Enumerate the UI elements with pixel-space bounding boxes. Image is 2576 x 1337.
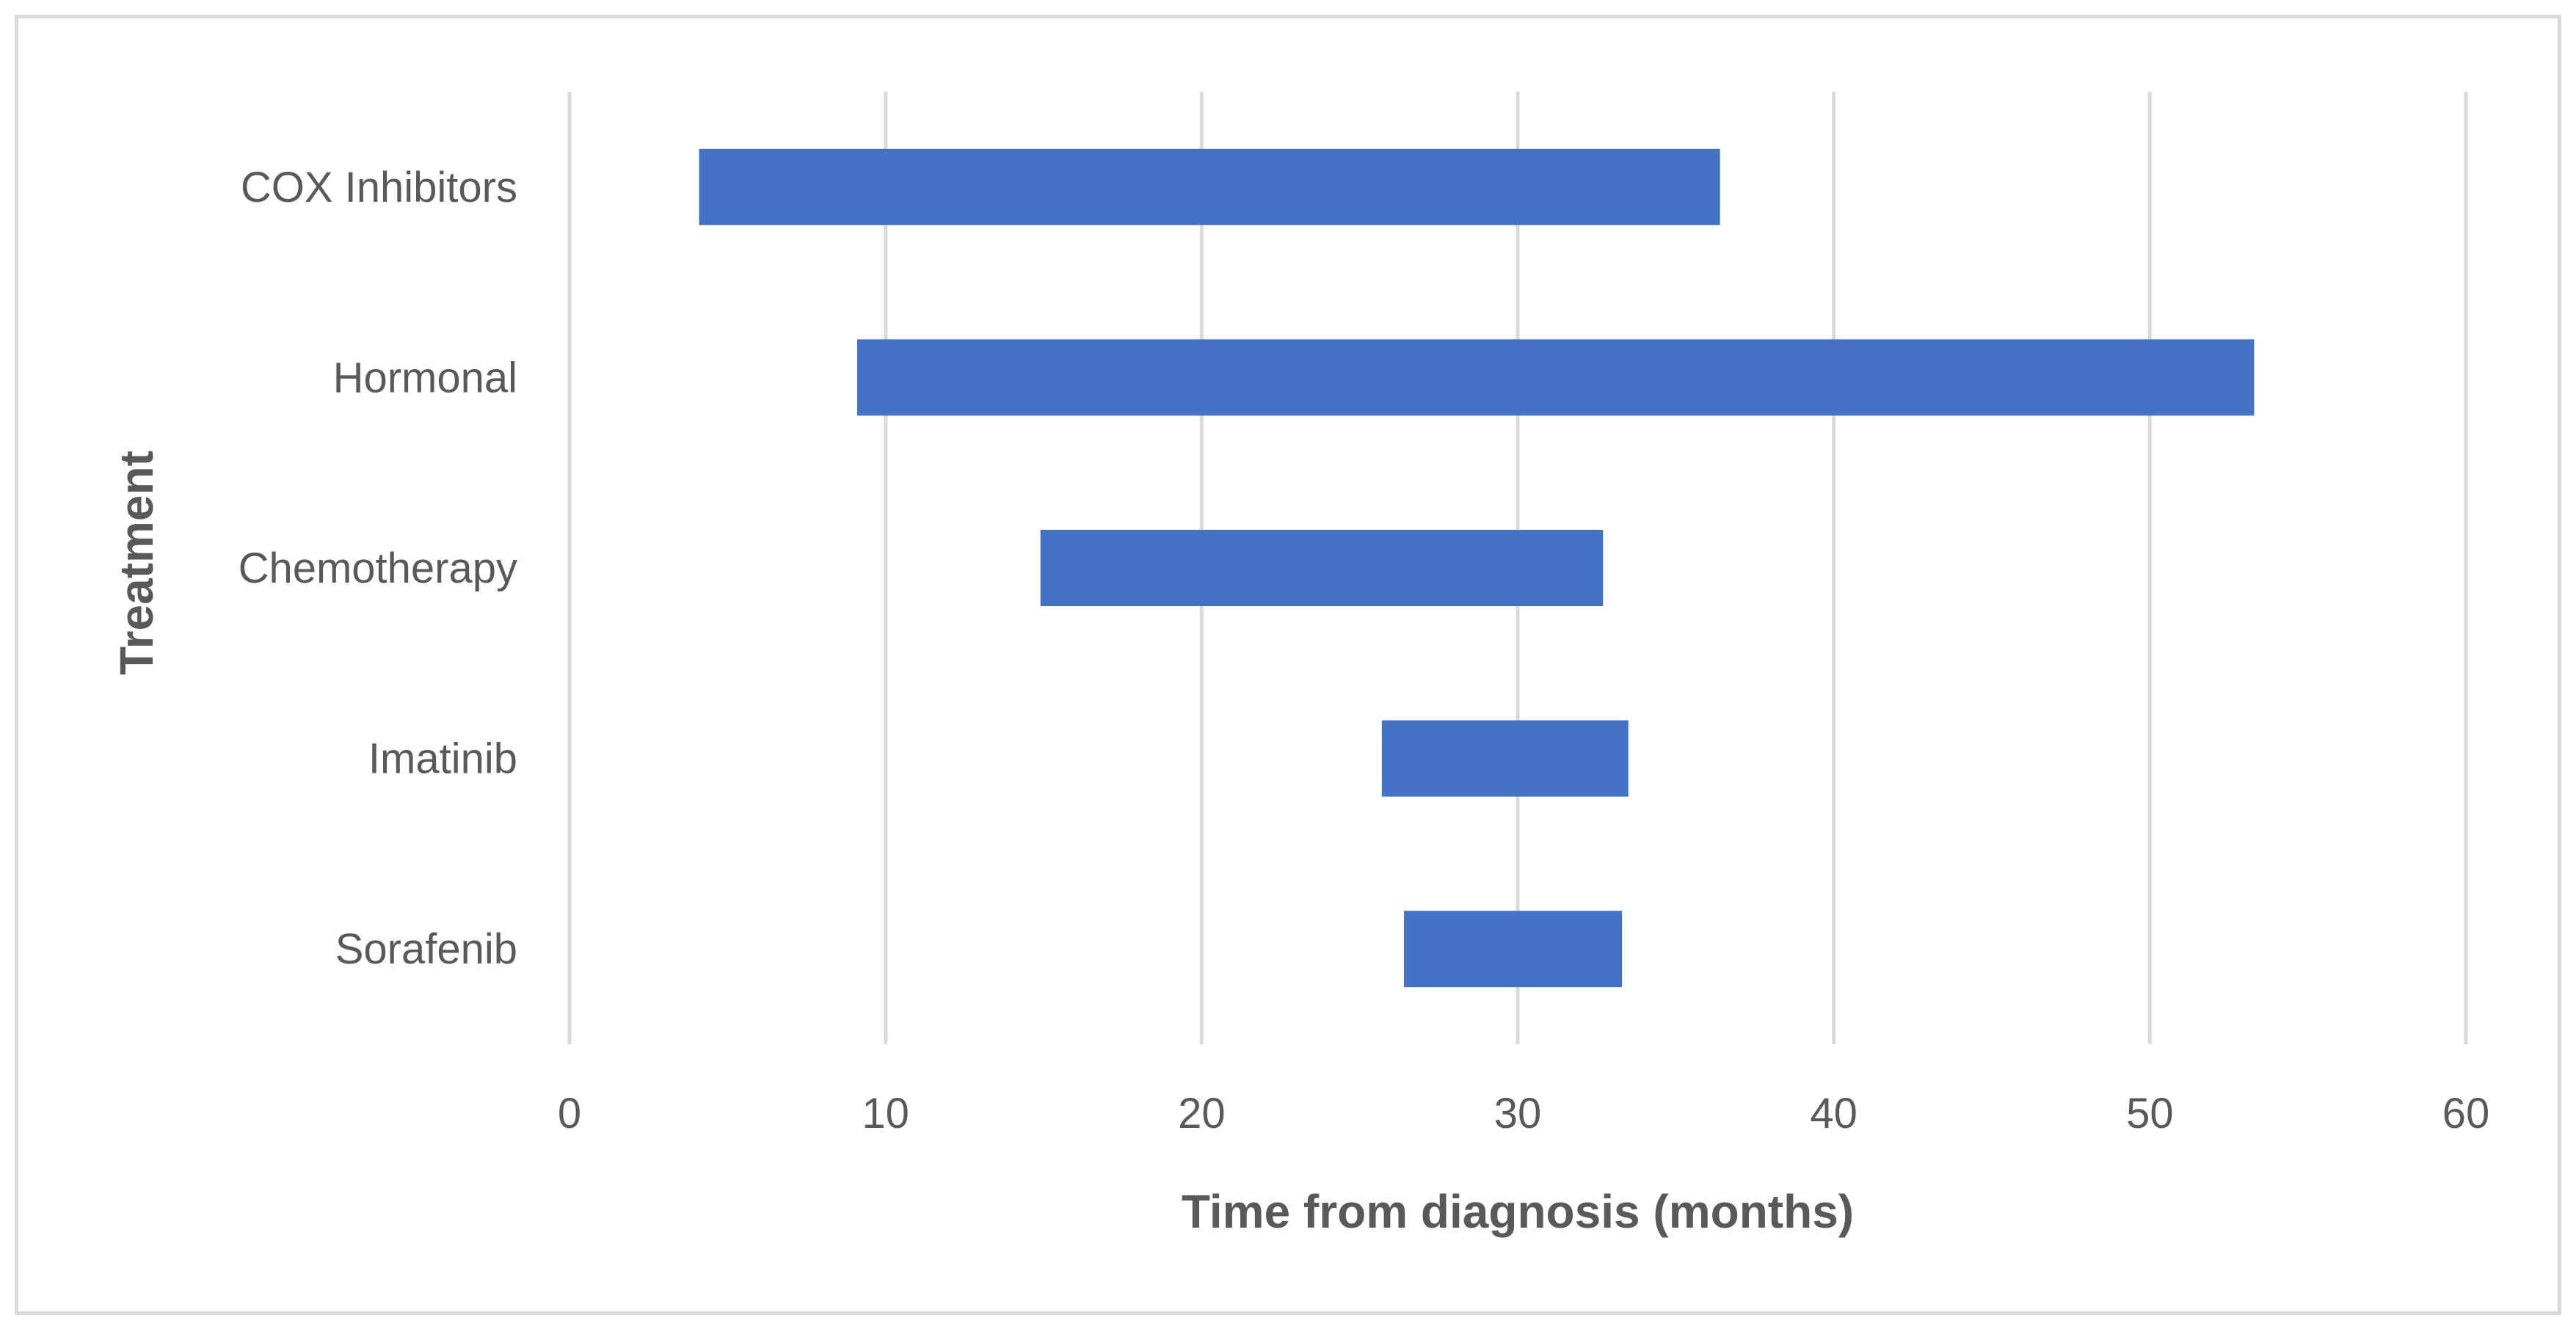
x-tick-label: 40: [1810, 1090, 1858, 1137]
y-category-label: Chemotherapy: [239, 544, 517, 592]
bar-chemotherapy: [1040, 530, 1604, 606]
x-tick-label: 20: [1178, 1090, 1226, 1137]
chart-frame: 0 10 20 30 40 50 60 COX Inhibitors Hormonal Chem…: [15, 15, 2561, 1315]
y-category-label: Sorafenib: [335, 925, 517, 973]
y-axis-title: Treatment: [110, 451, 163, 675]
y-category-label: COX Inhibitors: [241, 164, 517, 211]
x-tick-label: 30: [1494, 1090, 1542, 1137]
bar-sorafenib: [1403, 911, 1623, 988]
bars: [699, 148, 2255, 988]
x-tick-labels: 0 10 20 30 40 50 60: [558, 1090, 2489, 1137]
bar-cox-inhibitors: [699, 148, 1720, 225]
x-tick-label: 10: [862, 1090, 909, 1137]
x-axis-title: Time from diagnosis (months): [1182, 1185, 1854, 1238]
range-bar-chart: 0 10 20 30 40 50 60 COX Inhibitors Hormonal Chem…: [110, 92, 2489, 1238]
y-category-label: Hormonal: [333, 354, 517, 401]
bar-imatinib: [1381, 720, 1629, 797]
y-category-labels: COX Inhibitors Hormonal Chemotherapy Imatin…: [239, 164, 517, 973]
x-tick-label: 50: [2126, 1090, 2174, 1137]
y-category-label: Imatinib: [368, 735, 517, 783]
x-tick-label: 60: [2442, 1090, 2490, 1137]
x-tick-label: 0: [558, 1090, 581, 1137]
bar-hormonal: [856, 339, 2255, 416]
